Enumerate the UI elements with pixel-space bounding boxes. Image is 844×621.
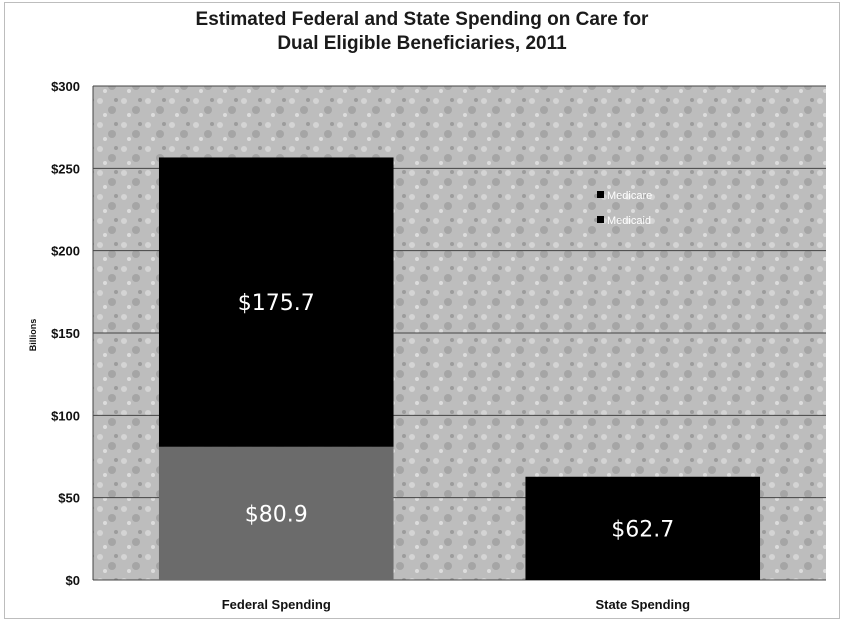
- legend: Medicare Medicaid: [597, 190, 652, 227]
- y-tick-label: $50: [58, 491, 80, 506]
- chart-title-line1: Estimated Federal and State Spending on …: [195, 9, 649, 30]
- data-label: $175.7: [238, 291, 315, 316]
- y-tick-label: $150: [51, 326, 80, 341]
- bars: $80.9 $175.7 $62.7: [158, 157, 761, 580]
- data-label: $62.7: [611, 517, 674, 542]
- bar-medicare-0: [158, 157, 394, 447]
- x-axis-categories: Federal Spending State Spending: [222, 597, 690, 612]
- x-category-label: Federal Spending: [222, 597, 331, 612]
- y-tick-label: $250: [51, 161, 80, 176]
- x-category-label: State Spending: [595, 597, 690, 612]
- chart-title-line2: Dual Eligible Beneficiaries, 2011: [277, 33, 567, 54]
- legend-swatch-medicare: [597, 191, 604, 198]
- bar-medicaid-0: [158, 446, 394, 580]
- y-axis-label: Billions: [28, 319, 38, 352]
- bar-medicaid-1: [525, 476, 761, 580]
- y-tick-label: $200: [51, 244, 80, 259]
- y-axis-ticks: $0 $50 $100 $150 $200 $250 $300: [51, 79, 80, 588]
- legend-label-medicare: Medicare: [607, 190, 652, 202]
- legend-label-medicaid: Medicaid: [607, 215, 651, 227]
- data-label: $80.9: [245, 502, 308, 527]
- y-tick-label: $0: [66, 573, 80, 588]
- chart-title: Estimated Federal and State Spending on …: [0, 8, 844, 56]
- y-tick-label: $100: [51, 408, 80, 423]
- y-tick-label: $300: [51, 79, 80, 94]
- legend-swatch-medicaid: [597, 216, 604, 223]
